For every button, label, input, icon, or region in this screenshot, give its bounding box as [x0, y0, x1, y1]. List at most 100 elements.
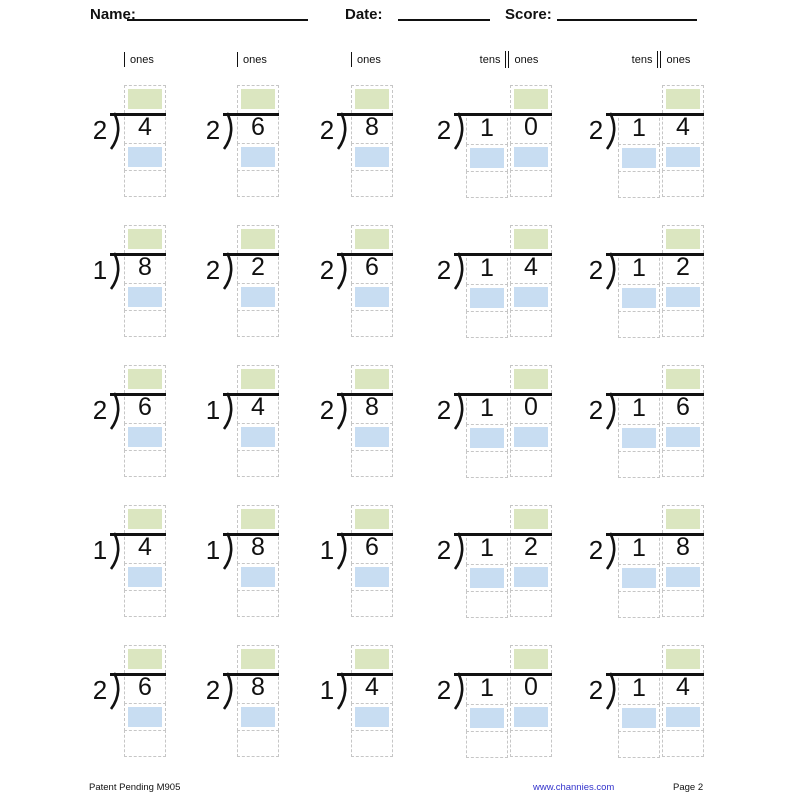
answer-box[interactable] — [351, 310, 393, 337]
answer-box[interactable] — [662, 730, 704, 757]
work-box[interactable] — [351, 423, 393, 451]
work-box[interactable] — [124, 283, 166, 311]
answer-box[interactable] — [466, 591, 508, 618]
work-box[interactable] — [466, 564, 508, 592]
name-line[interactable] — [127, 2, 308, 21]
quotient-box[interactable] — [124, 225, 166, 253]
work-box[interactable] — [510, 283, 552, 311]
work-box[interactable] — [351, 703, 393, 731]
answer-box[interactable] — [618, 171, 660, 198]
quotient-box[interactable] — [662, 645, 704, 673]
answer-box[interactable] — [510, 730, 552, 757]
answer-box[interactable] — [466, 451, 508, 478]
answer-box[interactable] — [466, 731, 508, 758]
work-box[interactable] — [124, 563, 166, 591]
work-box[interactable] — [662, 143, 704, 171]
work-box[interactable] — [237, 703, 279, 731]
answer-box[interactable] — [466, 171, 508, 198]
work-box[interactable] — [618, 564, 660, 592]
quotient-box[interactable] — [237, 505, 279, 533]
work-box[interactable] — [351, 283, 393, 311]
quotient-box[interactable] — [351, 365, 393, 393]
quotient-box[interactable] — [124, 505, 166, 533]
work-box-fill — [241, 427, 275, 447]
quotient-box[interactable] — [351, 505, 393, 533]
quotient-box[interactable] — [662, 505, 704, 533]
answer-box[interactable] — [237, 730, 279, 757]
answer-box[interactable] — [124, 450, 166, 477]
answer-box[interactable] — [510, 310, 552, 337]
quotient-box[interactable] — [124, 645, 166, 673]
work-box[interactable] — [351, 143, 393, 171]
answer-box[interactable] — [662, 590, 704, 617]
quotient-box[interactable] — [351, 225, 393, 253]
quotient-box[interactable] — [237, 85, 279, 113]
answer-box[interactable] — [237, 590, 279, 617]
answer-box[interactable] — [510, 170, 552, 197]
answer-box[interactable] — [618, 591, 660, 618]
work-box[interactable] — [662, 563, 704, 591]
answer-box[interactable] — [618, 731, 660, 758]
quotient-box[interactable] — [510, 225, 552, 253]
work-box[interactable] — [124, 423, 166, 451]
quotient-box[interactable] — [124, 85, 166, 113]
work-box[interactable] — [124, 143, 166, 171]
answer-box[interactable] — [351, 170, 393, 197]
score-line[interactable] — [557, 2, 697, 21]
work-box[interactable] — [510, 563, 552, 591]
answer-box[interactable] — [124, 310, 166, 337]
answer-box[interactable] — [510, 590, 552, 617]
answer-box[interactable] — [124, 170, 166, 197]
answer-box[interactable] — [124, 590, 166, 617]
quotient-box[interactable] — [351, 645, 393, 673]
quotient-box[interactable] — [351, 85, 393, 113]
answer-box[interactable] — [662, 170, 704, 197]
work-box[interactable] — [662, 283, 704, 311]
quotient-box[interactable] — [237, 645, 279, 673]
quotient-box[interactable] — [124, 365, 166, 393]
date-line[interactable] — [398, 2, 490, 21]
answer-box[interactable] — [510, 450, 552, 477]
work-box[interactable] — [351, 563, 393, 591]
work-box[interactable] — [466, 284, 508, 312]
answer-box[interactable] — [662, 450, 704, 477]
work-box[interactable] — [662, 423, 704, 451]
answer-box[interactable] — [237, 310, 279, 337]
work-box[interactable] — [237, 143, 279, 171]
quotient-box[interactable] — [662, 225, 704, 253]
work-box[interactable] — [618, 284, 660, 312]
quotient-box[interactable] — [510, 365, 552, 393]
work-box[interactable] — [662, 703, 704, 731]
work-box[interactable] — [510, 703, 552, 731]
work-box[interactable] — [618, 144, 660, 172]
answer-box[interactable] — [618, 311, 660, 338]
quotient-box[interactable] — [662, 365, 704, 393]
work-box[interactable] — [466, 704, 508, 732]
work-box[interactable] — [466, 424, 508, 452]
quotient-box[interactable] — [510, 85, 552, 113]
answer-box[interactable] — [466, 311, 508, 338]
quotient-box[interactable] — [510, 505, 552, 533]
answer-box[interactable] — [237, 450, 279, 477]
quotient-box[interactable] — [662, 85, 704, 113]
answer-box[interactable] — [351, 450, 393, 477]
quotient-box[interactable] — [237, 225, 279, 253]
work-box[interactable] — [510, 143, 552, 171]
work-box[interactable] — [124, 703, 166, 731]
answer-box[interactable] — [351, 730, 393, 757]
work-box[interactable] — [618, 424, 660, 452]
work-box[interactable] — [466, 144, 508, 172]
quotient-box[interactable] — [237, 365, 279, 393]
answer-box[interactable] — [237, 170, 279, 197]
work-box[interactable] — [618, 704, 660, 732]
answer-box[interactable] — [618, 451, 660, 478]
work-box[interactable] — [510, 423, 552, 451]
website-link[interactable]: www.channies.com — [533, 782, 615, 793]
answer-box[interactable] — [662, 310, 704, 337]
quotient-box[interactable] — [510, 645, 552, 673]
answer-box[interactable] — [351, 590, 393, 617]
work-box[interactable] — [237, 283, 279, 311]
work-box[interactable] — [237, 423, 279, 451]
answer-box[interactable] — [124, 730, 166, 757]
work-box[interactable] — [237, 563, 279, 591]
